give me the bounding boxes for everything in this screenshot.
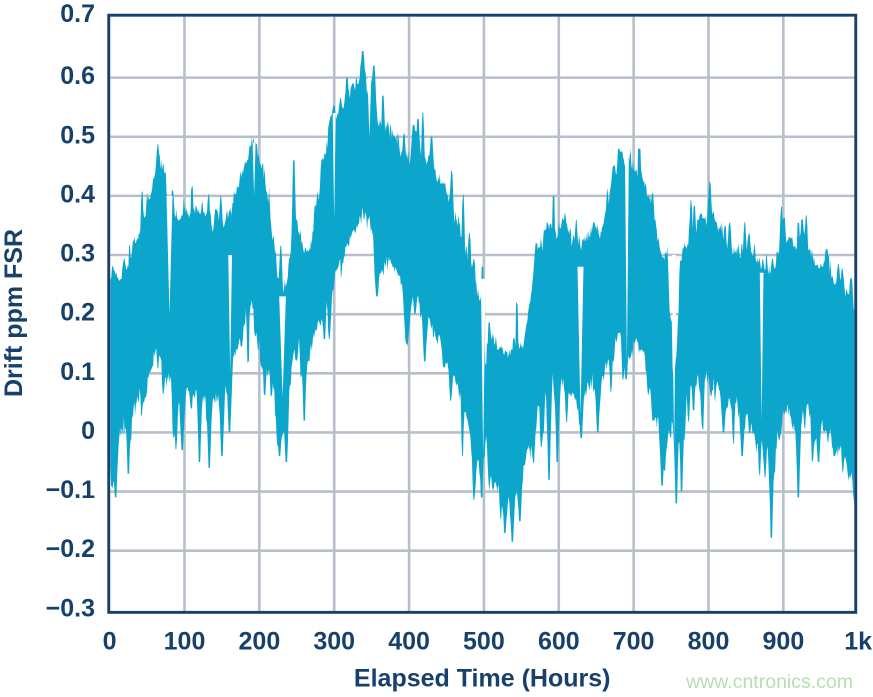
svg-text:0.5: 0.5 [60, 121, 95, 149]
svg-text:Elapsed Time (Hours): Elapsed Time (Hours) [354, 665, 611, 693]
svg-text:0.2: 0.2 [60, 299, 95, 327]
svg-text:500: 500 [463, 628, 505, 656]
svg-text:700: 700 [613, 628, 655, 656]
svg-text:900: 900 [763, 628, 805, 656]
svg-text:800: 800 [688, 628, 730, 656]
svg-text:0.3: 0.3 [60, 240, 95, 268]
svg-text:400: 400 [388, 628, 430, 656]
svg-text:0.1: 0.1 [60, 358, 95, 386]
svg-text:0.6: 0.6 [60, 62, 95, 90]
svg-text:www.cntronics.com: www.cntronics.com [685, 671, 853, 693]
svg-text:−0.2: −0.2 [46, 535, 95, 563]
svg-text:−0.3: −0.3 [46, 594, 95, 622]
svg-text:300: 300 [313, 628, 355, 656]
svg-text:200: 200 [239, 628, 281, 656]
svg-text:0.7: 0.7 [60, 0, 95, 28]
svg-text:−0.1: −0.1 [46, 476, 95, 504]
svg-text:0: 0 [81, 417, 95, 445]
svg-text:0.4: 0.4 [60, 180, 95, 208]
svg-text:1k: 1k [844, 628, 872, 656]
svg-text:0: 0 [103, 628, 117, 656]
svg-text:Drift ppm FSR: Drift ppm FSR [0, 229, 28, 397]
svg-text:100: 100 [164, 628, 206, 656]
svg-text:600: 600 [538, 628, 580, 656]
